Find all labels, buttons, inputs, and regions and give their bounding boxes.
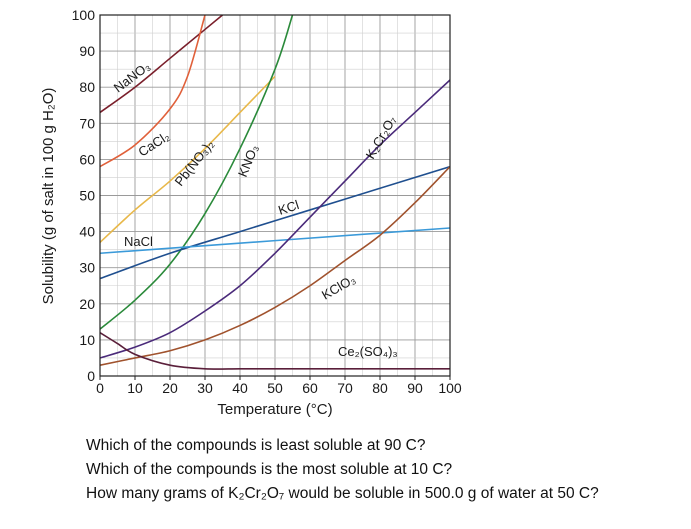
y-tick-label: 10 bbox=[79, 332, 95, 348]
x-tick-label: 40 bbox=[232, 380, 248, 396]
chart-series bbox=[100, 15, 450, 370]
x-tick-label: 60 bbox=[302, 380, 318, 396]
series-line bbox=[100, 166, 450, 366]
question-list: Which of the compounds is least soluble … bbox=[86, 434, 599, 506]
x-tick-label: 0 bbox=[96, 380, 104, 396]
series-line bbox=[100, 75, 276, 244]
y-tick-label: 40 bbox=[79, 224, 95, 240]
label-ce2so43: Ce₂(SO₄)₃ bbox=[338, 344, 398, 359]
x-tick-label: 50 bbox=[267, 380, 283, 396]
y-tick-label: 50 bbox=[79, 188, 95, 204]
y-tick-label: 20 bbox=[79, 296, 95, 312]
label-kcl: KCl bbox=[276, 197, 301, 218]
y-tick-label: 100 bbox=[72, 7, 96, 23]
chart-ticks: 0 10 20 30 40 50 60 70 80 90 100 0 10 20 30 40 50 60 70 80 9… bbox=[72, 7, 462, 396]
series-line bbox=[100, 165, 450, 280]
series-line bbox=[100, 79, 450, 359]
x-tick-label: 70 bbox=[337, 380, 353, 396]
plot-frame bbox=[99, 14, 451, 377]
series-line bbox=[100, 15, 294, 330]
label-cacl2: CaCl₂ bbox=[135, 128, 172, 159]
label-pbno32: Pb(NO₃)₂ bbox=[172, 137, 217, 189]
question-2: Which of the compounds is the most solub… bbox=[86, 461, 453, 478]
x-axis-title: Temperature (°C) bbox=[217, 401, 332, 418]
x-tick-label: 90 bbox=[407, 380, 423, 396]
y-tick-label: 90 bbox=[79, 43, 95, 59]
question-3: How many grams of K₂Cr₂O₇ would be solub… bbox=[86, 485, 599, 502]
y-tick-label: 0 bbox=[87, 368, 95, 384]
series-line bbox=[100, 227, 450, 255]
question-1: Which of the compounds is least soluble … bbox=[86, 437, 426, 454]
label-k2cr2o7: K₂Cr₂O₇ bbox=[363, 113, 400, 162]
series-line bbox=[100, 15, 206, 168]
label-nacl: NaCl bbox=[124, 234, 153, 249]
y-tick-label: 80 bbox=[79, 79, 95, 95]
x-tick-label: 100 bbox=[438, 380, 462, 396]
series-line bbox=[100, 15, 224, 114]
series-line bbox=[100, 331, 450, 370]
x-tick-label: 80 bbox=[372, 380, 388, 396]
x-tick-label: 20 bbox=[162, 380, 178, 396]
y-tick-label: 60 bbox=[79, 151, 95, 167]
y-tick-label: 70 bbox=[79, 115, 95, 131]
x-tick-label: 30 bbox=[197, 380, 213, 396]
x-tick-label: 10 bbox=[127, 380, 143, 396]
solubility-chart: 0 10 20 30 40 50 60 70 80 90 100 0 10 20 30 40 50 60 70 80 9… bbox=[40, 7, 462, 418]
y-tick-label: 30 bbox=[79, 260, 95, 276]
y-axis-title: Solubility (g of salt in 100 g H₂O) bbox=[40, 88, 57, 305]
